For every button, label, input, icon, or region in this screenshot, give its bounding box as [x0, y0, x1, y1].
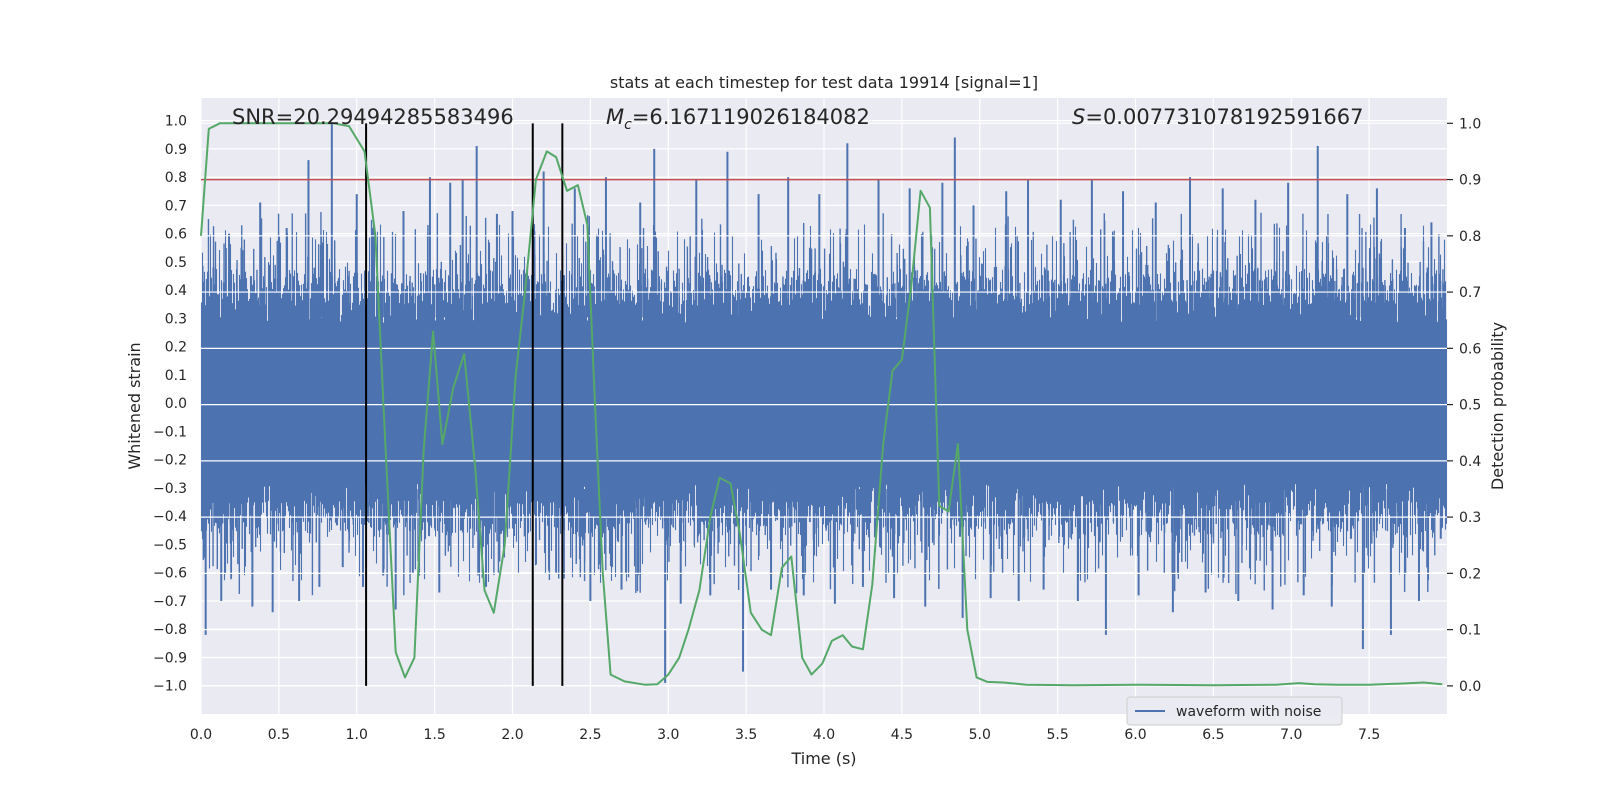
y-left-tick-label: 0.2 — [165, 340, 187, 356]
detection-probability-series — [200, 122, 1443, 687]
y-axis-left-ticks: −1.0 −0.9 −0.8 −0.7 −0.6 −0.5 −0.4 −0.3 −0.2 −0.1… — [153, 114, 187, 695]
snr-annotation: SNR=20.29494285583496 — [232, 105, 514, 129]
s-statistic-value: =0.007731078192591667 — [1085, 105, 1363, 129]
y-right-tick-label: 0.5 — [1459, 398, 1481, 414]
y-left-tick-label: −0.6 — [153, 566, 187, 582]
y-left-tick-label: −0.5 — [153, 537, 187, 553]
y-left-tick-label: 0.7 — [165, 198, 187, 214]
x-tick-label: 6.5 — [1202, 727, 1224, 743]
x-tick-label: 4.5 — [891, 727, 913, 743]
y-left-tick-label: −0.1 — [153, 424, 187, 440]
y-left-tick-label: 0.4 — [165, 283, 187, 299]
x-tick-label: 1.0 — [346, 727, 368, 743]
y-left-tick-label: 0.1 — [165, 368, 187, 384]
x-tick-label: 5.0 — [969, 727, 991, 743]
y-axis-right-label: Detection probability — [1488, 322, 1507, 490]
x-tick-label: 3.0 — [657, 727, 679, 743]
y-left-tick-label: 0.0 — [165, 396, 187, 412]
y-right-tick-label: 0.1 — [1459, 623, 1481, 639]
chirp-mass-annotation: Mc=6.167119026184082 — [606, 105, 870, 133]
detection-probability-line — [200, 122, 1443, 687]
y-axis-right-ticks: 0.0 0.1 0.2 0.3 0.4 0.5 0.6 0.7 0.8 0.9 1.0 — [1447, 116, 1481, 695]
y-right-tick-label: 0.6 — [1459, 341, 1481, 357]
y-right-tick-label: 0.3 — [1459, 510, 1481, 526]
x-tick-label: 6.0 — [1124, 727, 1146, 743]
s-statistic-symbol: S — [1072, 105, 1085, 129]
y-left-tick-label: −0.3 — [153, 481, 187, 497]
x-tick-label: 7.0 — [1280, 727, 1302, 743]
chirp-mass-subscript: c — [624, 117, 632, 133]
y-left-tick-label: 0.3 — [165, 311, 187, 327]
y-right-tick-label: 0.7 — [1459, 285, 1481, 301]
y-left-tick-label: −0.4 — [153, 509, 187, 525]
y-right-tick-label: 0.4 — [1459, 454, 1481, 470]
y-left-tick-label: −0.2 — [153, 453, 187, 469]
y-left-tick-label: 0.6 — [165, 227, 187, 243]
waveform-spikes — [202, 123, 1444, 683]
y-right-tick-label: 0.0 — [1459, 679, 1481, 695]
x-axis-label: Time (s) — [790, 749, 856, 768]
y-right-tick-label: 0.8 — [1459, 229, 1481, 245]
y-axis-left-label: Whitened strain — [125, 342, 144, 469]
x-tick-label: 5.5 — [1046, 727, 1068, 743]
chirp-mass-value: =6.167119026184082 — [632, 105, 870, 129]
y-left-tick-label: 0.8 — [165, 170, 187, 186]
x-tick-label: 7.5 — [1358, 727, 1380, 743]
chart-title: stats at each timestep for test data 199… — [610, 73, 1038, 92]
y-left-tick-label: 0.9 — [165, 142, 187, 158]
s-statistic-annotation: S=0.007731078192591667 — [1072, 105, 1363, 129]
x-tick-label: 2.5 — [579, 727, 601, 743]
x-tick-label: 0.5 — [268, 727, 290, 743]
y-left-tick-label: 0.5 — [165, 255, 187, 271]
x-tick-label: 2.0 — [501, 727, 523, 743]
legend: waveform with noise — [1126, 696, 1343, 726]
y-left-tick-label: −0.8 — [153, 622, 187, 638]
y-left-tick-label: −0.7 — [153, 594, 187, 610]
y-right-tick-label: 0.9 — [1459, 173, 1481, 189]
x-tick-label: 0.0 — [190, 727, 212, 743]
y-right-tick-label: 1.0 — [1459, 116, 1481, 132]
y-right-tick-label: 0.2 — [1459, 566, 1481, 582]
y-left-tick-label: 1.0 — [165, 114, 187, 130]
chirp-mass-symbol: M — [606, 105, 624, 129]
legend-box — [1126, 696, 1343, 726]
legend-label-waveform: waveform with noise — [1176, 704, 1321, 720]
x-axis-ticks: 0.0 0.5 1.0 1.5 2.0 2.5 3.0 3.5 4.0 4.5 5.0 5.5 6.0 6… — [190, 727, 1380, 743]
x-tick-label: 3.5 — [735, 727, 757, 743]
x-tick-label: 4.0 — [813, 727, 835, 743]
y-left-tick-label: −0.9 — [153, 650, 187, 666]
y-left-tick-label: −1.0 — [153, 679, 187, 695]
x-tick-label: 1.5 — [423, 727, 445, 743]
